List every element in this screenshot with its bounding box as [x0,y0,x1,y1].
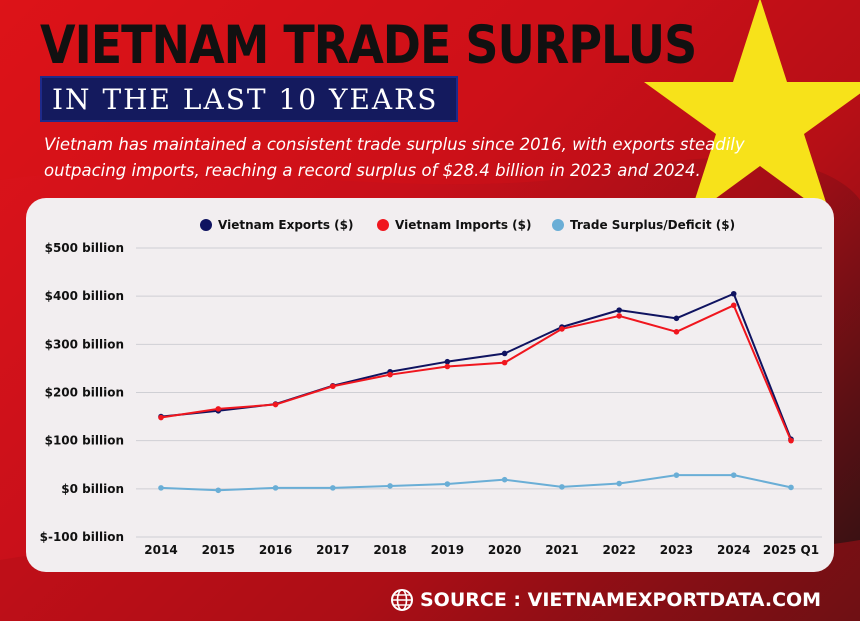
data-point [559,484,565,490]
data-point [272,401,279,408]
x-tick-label: 2024 [717,543,750,557]
legend-label: Trade Surplus/Deficit ($) [570,218,735,232]
y-tick-label: $500 billion [45,241,124,255]
data-point [387,371,393,378]
series-line-2 [160,304,792,442]
x-tick-label: 2018 [373,543,406,557]
data-point [673,315,680,322]
data-point [616,313,622,319]
legend-marker [377,219,389,231]
chart-card: $500 billion $400 billion $300 billion $200… [26,198,834,572]
x-tick-label: 2017 [316,543,349,557]
data-point [387,483,393,489]
legend-label: Vietnam Imports ($) [395,218,531,232]
data-point [788,437,794,444]
data-point [788,484,794,491]
data-point [673,329,680,335]
x-tick-label: 2014 [144,543,177,557]
series-line-1 [160,292,792,440]
data-point [559,326,565,332]
data-point [444,481,451,487]
legend-label: Vietnam Exports ($) [218,218,353,232]
data-point [673,472,680,478]
page-subtitle: IN THE LAST 10 YEARS [52,82,439,116]
y-tick-label: $200 billion [45,386,124,400]
subtitle-band: IN THE LAST 10 YEARS [40,76,458,122]
data-point [158,414,164,421]
x-tick-label: 2016 [259,543,292,557]
x-tick-label: 2022 [602,543,635,557]
data-point [330,485,336,491]
data-point [215,487,222,494]
data-point [215,406,222,412]
data-point [501,476,508,483]
data-point [730,302,737,309]
page-title: VIETNAM TRADE SURPLUS [40,13,697,76]
y-tick-label: $400 billion [45,289,124,303]
data-point [272,485,279,491]
y-tick-label: $-100 billion [40,530,124,544]
y-tick-label: $300 billion [45,337,124,351]
x-tick-label: 2025 Q1 [763,543,819,557]
data-point [501,359,508,366]
globe-icon [391,589,413,611]
legend-marker [552,219,564,231]
source-text: SOURCE : VIETNAMEXPORTDATA.COM [420,589,822,611]
legend-marker [200,219,212,231]
data-point [501,350,508,357]
source-credit: SOURCE : VIETNAMEXPORTDATA.COM [390,586,821,614]
data-point [730,472,737,478]
star-icon [644,0,860,218]
x-tick-label: 2021 [545,543,578,557]
x-tick-label: 2023 [660,543,693,557]
data-point [616,307,622,313]
y-tick-label: $0 billion [61,482,124,496]
x-tick-label: 2020 [488,543,521,557]
line-chart: $500 billion $400 billion $300 billion $200… [40,218,822,557]
x-tick-label: 2015 [202,543,235,557]
data-point [330,383,336,390]
y-tick-label: $100 billion [45,434,124,448]
x-tick-label: 2019 [431,543,464,557]
page-description: Vietnam has maintained a consistent trad… [44,135,745,180]
data-point [616,480,622,487]
data-point [158,485,164,491]
data-point [444,363,451,370]
series-line-3 [160,474,792,492]
data-point [444,358,451,365]
data-point [730,290,737,297]
